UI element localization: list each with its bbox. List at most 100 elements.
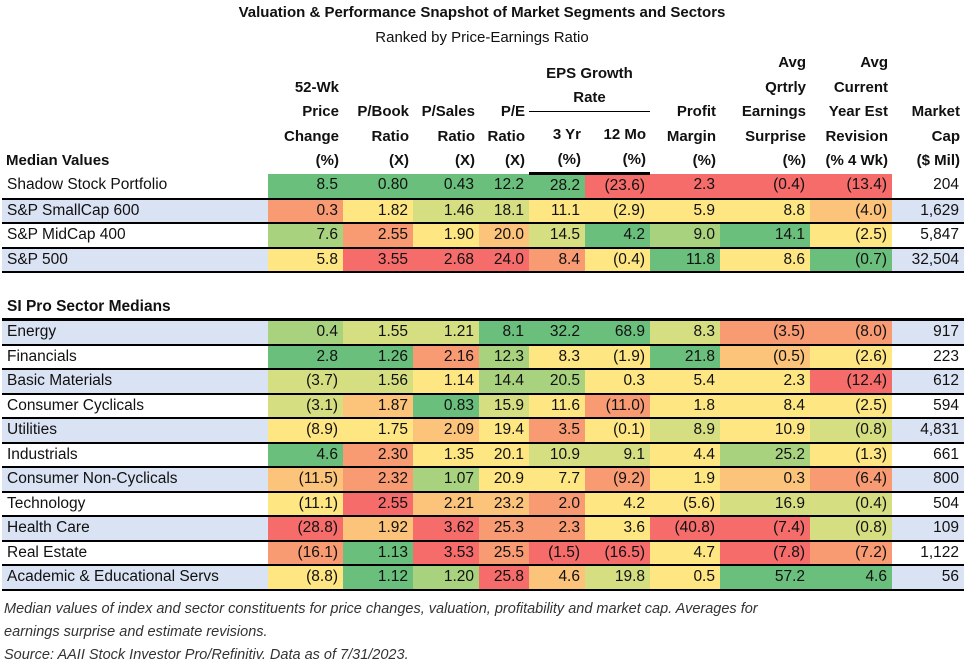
heatmap-cell: 2.3	[720, 369, 810, 395]
heatmap-cell: 11.1	[529, 198, 585, 224]
heatmap-cell: (12.4)	[810, 369, 892, 395]
heatmap-cell: 5.4	[650, 369, 720, 395]
heatmap-cell: 4.2	[585, 223, 650, 249]
heatmap-cell: (5.6)	[650, 491, 720, 517]
market-cap-cell: 4,831	[892, 418, 964, 444]
heatmap-cell: (1.5)	[529, 540, 585, 566]
heatmap-cell: (7.8)	[720, 540, 810, 566]
heatmap-cell: (0.8)	[810, 516, 892, 542]
heatmap-cell: 25.8	[479, 565, 529, 591]
table-row: Financials 2.8 1.26 2.16 12.3 8.3 (1.9) 21.8 (0.…	[2, 344, 964, 370]
heatmap-cell: 2.0	[529, 491, 585, 517]
table-row: Shadow Stock Portfolio 8.5 0.80 0.43 12.2 28.…	[2, 173, 964, 200]
page-subtitle: Ranked by Price-Earnings Ratio	[375, 29, 589, 46]
market-cap-cell: 5,847	[892, 223, 964, 249]
footnote-line: earnings surprise and estimate revisions…	[4, 624, 268, 640]
heatmap-cell: 8.6	[720, 247, 810, 273]
heatmap-cell: 8.3	[529, 344, 585, 370]
row-header-label: Median Values	[6, 152, 110, 169]
heatmap-cell: (2.9)	[585, 198, 650, 224]
col-header: Profit Margin (%)	[666, 103, 716, 169]
heatmap-cell: 1.8	[650, 393, 720, 419]
table-row: Real Estate (16.1) 1.13 3.53 25.5 (1.5) (16.5)…	[2, 540, 964, 566]
heatmap-cell: 4.6	[529, 565, 585, 591]
eps-group-header: EPS Growth Rate	[529, 51, 650, 112]
sector-header-row: SI Pro Sector Medians	[2, 295, 964, 321]
heatmap-cell: 1.26	[343, 344, 413, 370]
col-header: Market Cap ($ Mil)	[911, 103, 960, 169]
heatmap-cell: 2.09	[413, 418, 479, 444]
heatmap-cell: 0.3	[268, 198, 343, 224]
heatmap-cell: 12.3	[479, 344, 529, 370]
table-row: Energy 0.4 1.55 1.21 8.1 32.2 68.9 8.3 (3.5) (8.0…	[2, 319, 964, 346]
row-label: Real Estate	[2, 540, 268, 566]
heatmap-cell: 1.75	[343, 418, 413, 444]
market-cap-cell: 223	[892, 344, 964, 370]
heatmap-cell: 1.87	[343, 393, 413, 419]
table-row: S&P MidCap 400 7.6 2.55 1.90 20.0 14.5 4.2 9.0 1…	[2, 223, 964, 249]
heatmap-cell: 1.92	[343, 516, 413, 542]
heatmap-cell: 4.4	[650, 442, 720, 468]
heatmap-cell: 10.9	[529, 442, 585, 468]
heatmap-cell: (0.4)	[810, 491, 892, 517]
heatmap-cell: 57.2	[720, 565, 810, 591]
heatmap-cell: 14.4	[479, 369, 529, 395]
footnote-line: Median values of index and sector consti…	[4, 601, 758, 617]
heatmap-cell: 8.4	[720, 393, 810, 419]
heatmap-cell: 12.2	[479, 173, 529, 200]
heatmap-cell: (16.5)	[585, 540, 650, 566]
row-label: Technology	[2, 491, 268, 517]
heatmap-cell: 68.9	[585, 319, 650, 346]
heatmap-cell: 1.14	[413, 369, 479, 395]
heatmap-cell: 1.35	[413, 442, 479, 468]
heatmap-cell: 10.9	[720, 418, 810, 444]
col-header: 3 Yr (%)	[529, 111, 585, 176]
heatmap-cell: (0.8)	[810, 418, 892, 444]
row-label: Health Care	[2, 516, 268, 542]
heatmap-cell: 25.5	[479, 540, 529, 566]
heatmap-cell: 2.3	[529, 516, 585, 542]
market-cap-cell: 204	[892, 173, 964, 200]
heatmap-cell: 0.83	[413, 393, 479, 419]
heatmap-cell: 3.62	[413, 516, 479, 542]
heatmap-cell: 8.8	[720, 198, 810, 224]
heatmap-cell: (2.6)	[810, 344, 892, 370]
heatmap-cell: 2.8	[268, 344, 343, 370]
heatmap-cell: 2.68	[413, 247, 479, 273]
market-cap-cell: 504	[892, 491, 964, 517]
heatmap-cell: (8.8)	[268, 565, 343, 591]
heatmap-cell: 2.55	[343, 491, 413, 517]
heatmap-cell: (40.8)	[650, 516, 720, 542]
heatmap-cell: 28.2	[529, 173, 585, 200]
heatmap-cell: 20.9	[479, 467, 529, 493]
heatmap-cell: (8.9)	[268, 418, 343, 444]
heatmap-cell: 1.46	[413, 198, 479, 224]
heatmap-cell: 2.21	[413, 491, 479, 517]
heatmap-cell: 15.9	[479, 393, 529, 419]
col-header: Avg Qrtrly Earnings Surprise (%)	[741, 54, 806, 169]
heatmap-cell: 20.0	[479, 223, 529, 249]
heatmap-cell: 1.55	[343, 319, 413, 346]
table-row: Consumer Non-Cyclicals (11.5) 2.32 1.07 20.9…	[2, 467, 964, 493]
heatmap-cell: (0.4)	[585, 247, 650, 273]
heatmap-cell: (11.5)	[268, 467, 343, 493]
market-cap-cell: 56	[892, 565, 964, 591]
row-label: Financials	[2, 344, 268, 370]
table-row: Utilities (8.9) 1.75 2.09 19.4 3.5 (0.1) 8.9 10.…	[2, 418, 964, 444]
heatmap-cell: 16.9	[720, 491, 810, 517]
heatmap-cell: (1.9)	[585, 344, 650, 370]
market-cap-cell: 917	[892, 319, 964, 346]
row-label: Energy	[2, 319, 268, 346]
table-row: Basic Materials (3.7) 1.56 1.14 14.4 20.5 0.3 5…	[2, 369, 964, 395]
heatmap-cell: 1.90	[413, 223, 479, 249]
heatmap-cell: 0.3	[585, 369, 650, 395]
heatmap-cell: 0.80	[343, 173, 413, 200]
heatmap-cell: 3.5	[529, 418, 585, 444]
heatmap-cell: (8.0)	[810, 319, 892, 346]
col-header: P/Book Ratio (X)	[357, 103, 409, 169]
heatmap-cell: (6.4)	[810, 467, 892, 493]
heatmap-cell: 9.0	[650, 223, 720, 249]
heatmap-cell: 20.5	[529, 369, 585, 395]
footnote: Median values of index and sector consti…	[4, 598, 954, 667]
row-label: S&P SmallCap 600	[2, 198, 268, 224]
